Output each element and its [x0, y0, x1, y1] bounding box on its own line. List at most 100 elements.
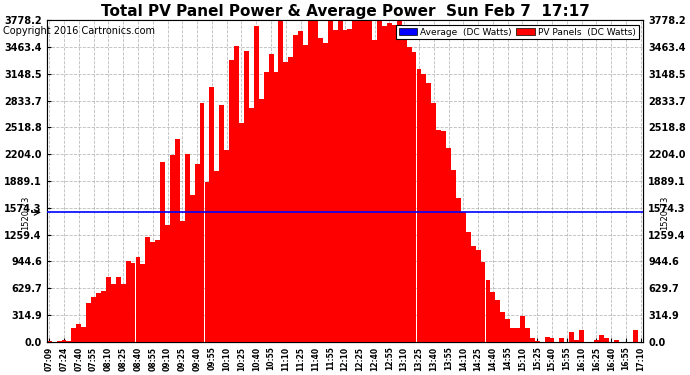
- Bar: [451, 170, 456, 342]
- Title: Total PV Panel Power & Average Power  Sun Feb 7  17:17: Total PV Panel Power & Average Power Sun…: [101, 4, 589, 19]
- Bar: [126, 261, 130, 342]
- Bar: [254, 26, 259, 342]
- Bar: [560, 338, 564, 342]
- Bar: [175, 139, 180, 342]
- Bar: [333, 30, 337, 342]
- Bar: [441, 131, 446, 342]
- Bar: [199, 103, 204, 342]
- Bar: [633, 330, 638, 342]
- Bar: [86, 303, 91, 342]
- Bar: [466, 232, 471, 342]
- Bar: [121, 284, 126, 342]
- Bar: [116, 277, 121, 342]
- Bar: [495, 300, 500, 342]
- Bar: [249, 108, 254, 342]
- Bar: [505, 319, 510, 342]
- Bar: [215, 171, 219, 342]
- Bar: [426, 83, 431, 342]
- Bar: [461, 211, 466, 342]
- Bar: [239, 123, 244, 342]
- Bar: [313, 14, 318, 342]
- Bar: [141, 264, 146, 342]
- Bar: [303, 45, 308, 342]
- Bar: [77, 324, 81, 342]
- Bar: [288, 57, 293, 342]
- Bar: [298, 31, 303, 342]
- Bar: [224, 150, 229, 342]
- Bar: [318, 38, 323, 342]
- Bar: [544, 337, 549, 342]
- Bar: [259, 99, 264, 342]
- Text: 1520.73: 1520.73: [660, 195, 669, 230]
- Bar: [486, 280, 491, 342]
- Bar: [500, 312, 505, 342]
- Bar: [66, 341, 71, 342]
- Bar: [594, 340, 599, 342]
- Bar: [190, 195, 195, 342]
- Bar: [165, 225, 170, 342]
- Bar: [530, 338, 535, 342]
- Bar: [293, 34, 298, 342]
- Bar: [406, 47, 411, 342]
- Legend: Average  (DC Watts), PV Panels  (DC Watts): Average (DC Watts), PV Panels (DC Watts): [396, 25, 639, 39]
- Bar: [357, 14, 362, 342]
- Bar: [57, 341, 61, 342]
- Bar: [475, 251, 480, 342]
- Bar: [308, 20, 313, 342]
- Bar: [81, 327, 86, 342]
- Bar: [72, 328, 77, 342]
- Bar: [111, 284, 116, 342]
- Bar: [204, 182, 209, 342]
- Bar: [101, 291, 106, 342]
- Bar: [431, 104, 436, 342]
- Bar: [520, 316, 525, 342]
- Bar: [397, 17, 402, 342]
- Bar: [195, 164, 199, 342]
- Bar: [510, 328, 515, 342]
- Bar: [337, 14, 342, 342]
- Bar: [279, 14, 284, 342]
- Bar: [130, 263, 135, 342]
- Bar: [155, 240, 160, 342]
- Bar: [456, 198, 461, 342]
- Bar: [402, 30, 406, 342]
- Bar: [170, 155, 175, 342]
- Bar: [417, 69, 422, 342]
- Bar: [342, 30, 348, 342]
- Bar: [180, 221, 185, 342]
- Bar: [150, 242, 155, 342]
- Bar: [91, 297, 96, 342]
- Bar: [234, 46, 239, 342]
- Bar: [491, 292, 495, 342]
- Bar: [284, 62, 288, 342]
- Text: 1520.73: 1520.73: [21, 195, 30, 230]
- Bar: [569, 332, 574, 342]
- Bar: [353, 15, 357, 342]
- Bar: [525, 328, 530, 342]
- Bar: [422, 74, 426, 342]
- Bar: [377, 14, 382, 342]
- Bar: [481, 262, 486, 342]
- Bar: [268, 54, 273, 342]
- Bar: [61, 340, 66, 342]
- Bar: [47, 341, 52, 342]
- Bar: [372, 40, 377, 342]
- Bar: [135, 257, 140, 342]
- Bar: [535, 341, 540, 342]
- Bar: [446, 148, 451, 342]
- Bar: [471, 246, 475, 342]
- Bar: [599, 334, 604, 342]
- Bar: [387, 23, 392, 342]
- Bar: [273, 72, 279, 342]
- Bar: [382, 27, 387, 342]
- Bar: [515, 328, 520, 342]
- Bar: [574, 340, 579, 342]
- Bar: [323, 43, 328, 342]
- Bar: [185, 154, 190, 342]
- Bar: [362, 14, 367, 342]
- Text: Copyright 2016 Cartronics.com: Copyright 2016 Cartronics.com: [3, 26, 155, 36]
- Bar: [210, 87, 215, 342]
- Bar: [219, 105, 224, 342]
- Bar: [604, 338, 609, 342]
- Bar: [264, 72, 268, 342]
